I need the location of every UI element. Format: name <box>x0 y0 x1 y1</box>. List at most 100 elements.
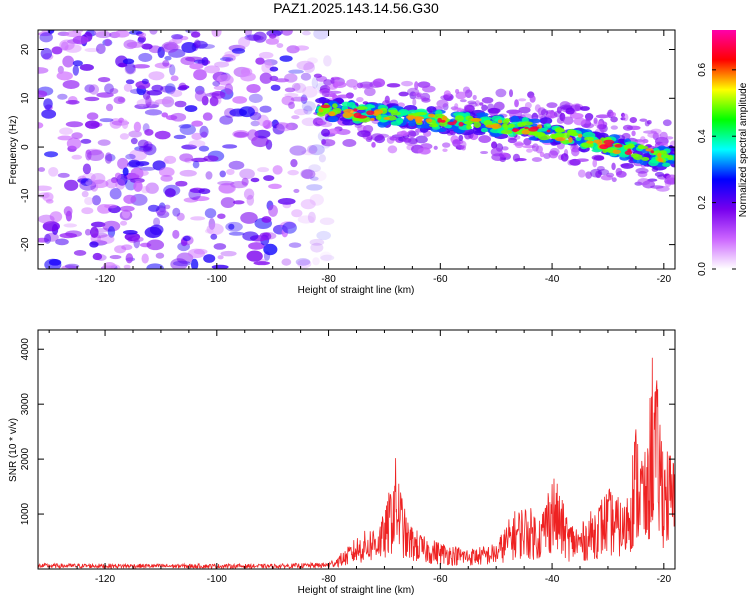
spectrogram-cell <box>128 159 141 168</box>
spectrogram-cell <box>206 223 224 236</box>
spectrogram-cell <box>216 74 234 86</box>
spectrogram-cell <box>318 154 326 163</box>
spectrogram-cell <box>514 99 519 108</box>
spectrogram-cell <box>422 85 436 93</box>
spectrogram-cell <box>657 157 663 162</box>
spectrogram-cell <box>316 230 331 241</box>
spectrogram-cell <box>307 211 316 224</box>
spectrogram-cell <box>246 194 255 206</box>
spectrogram-cell <box>238 106 255 118</box>
x-tick-label: -120 <box>95 574 115 585</box>
spectrogram-cell <box>356 97 364 103</box>
spectrogram-cell <box>468 102 478 108</box>
spectrogram-cell <box>38 192 50 199</box>
spectrogram-cell <box>402 137 412 143</box>
spectrogram-cell <box>546 102 558 109</box>
colorbar-tick-label: 0.0 <box>697 262 708 276</box>
spectrogram-cell <box>140 185 150 194</box>
spectrogram-cell <box>321 90 330 98</box>
spectrogram-cell <box>635 167 649 174</box>
spectrogram-cell <box>415 116 422 122</box>
spectrogram-cell <box>72 65 79 76</box>
spectrogram-cell <box>294 45 310 51</box>
spectrogram-cell <box>524 101 532 109</box>
spectrogram-cell <box>433 145 438 150</box>
spectrogram-cell <box>507 123 516 128</box>
spectrogram-cell <box>90 173 106 185</box>
spectrogram-cell <box>282 226 289 236</box>
spectrogram-cell <box>610 125 619 130</box>
spectrogram-cell <box>593 139 600 144</box>
spectrogram-cell <box>301 149 317 156</box>
spectrogram-cell <box>472 94 477 100</box>
spectrogram-cell <box>341 101 351 107</box>
spectrogram-cell <box>277 197 296 205</box>
spectrogram-cell <box>321 128 330 137</box>
spectrogram-cell <box>56 71 73 81</box>
spectrogram-cell <box>293 188 300 193</box>
spectrogram-cell <box>412 98 417 106</box>
spectrogram-cell <box>666 174 675 181</box>
spectrogram-cell <box>611 162 616 171</box>
spectrogram-cell <box>57 135 73 141</box>
spectrogram-cell <box>579 106 590 111</box>
spectrogram-cell <box>169 64 176 76</box>
spectrogram-cell <box>650 128 662 134</box>
spectrogram-cell <box>95 31 112 39</box>
spectrogram-cell <box>534 104 541 113</box>
spectrogram-cell <box>622 124 633 131</box>
spectrogram-cell <box>388 109 399 114</box>
spectrogram-cell <box>593 119 598 127</box>
spectrogram-cell <box>164 188 176 198</box>
spectrogram-cell <box>160 85 176 93</box>
spectrogram-cell <box>259 72 273 84</box>
spectrogram-cell <box>553 110 563 118</box>
spectrogram-cell <box>327 128 340 135</box>
spectrogram-cell <box>164 204 171 210</box>
spectrogram-cell <box>194 85 205 95</box>
spectrogram-cell <box>306 144 318 154</box>
spectrogram-cell <box>143 143 157 156</box>
spectrogram-cell <box>470 117 482 122</box>
spectrogram-cell <box>190 258 199 269</box>
spectrogram-cell <box>194 90 207 102</box>
spectrogram-cell <box>396 130 409 137</box>
spectrogram-cell <box>59 127 73 135</box>
colorbar-label: Normalized spectral amplitude <box>738 82 749 217</box>
spectrogram-cell <box>202 112 213 121</box>
spectrogram-cell <box>57 172 70 178</box>
spectrogram-cell <box>164 55 172 61</box>
spectrogram-cell <box>238 36 251 48</box>
spectrogram-cell <box>528 118 541 124</box>
spectrogram-cell <box>416 123 425 129</box>
spectrogram-cell <box>575 136 582 142</box>
spectrogram-cell <box>603 139 615 145</box>
spectrogram-cell <box>144 128 154 136</box>
spectrogram-cell <box>487 107 501 114</box>
spectrogram-cell <box>181 144 197 150</box>
spectrogram-cell <box>244 30 253 37</box>
spectrogram-cell <box>370 117 375 121</box>
spectrogram-cell <box>268 204 278 217</box>
spectrogram-cell <box>38 31 53 37</box>
spectrogram-cell <box>213 243 227 250</box>
y-tick-label: 4000 <box>20 338 31 361</box>
spectrogram-cell <box>218 183 235 194</box>
spectrogram-cell <box>543 123 552 129</box>
spectrogram-cell <box>157 46 165 58</box>
spectrogram-cell <box>414 81 419 90</box>
spectrogram-cell <box>568 136 573 143</box>
spectrogram-cell <box>228 160 245 170</box>
spectrogram-cell <box>501 146 509 151</box>
spectrogram-cell <box>117 157 129 170</box>
spectrogram-cell <box>284 87 296 93</box>
spectrogram-cell <box>630 153 640 158</box>
snr-panel: -120 -100 -80 -60 -40 -20 1000 2000 3000 4000 He… <box>8 329 676 596</box>
spectrogram-cell <box>161 112 169 118</box>
spectrogram-cell <box>585 120 591 124</box>
spectrogram-cell <box>312 257 320 266</box>
spectrogram-cell <box>257 114 269 127</box>
spectrogram-cell <box>219 56 234 62</box>
spectrogram-cell <box>328 111 336 117</box>
